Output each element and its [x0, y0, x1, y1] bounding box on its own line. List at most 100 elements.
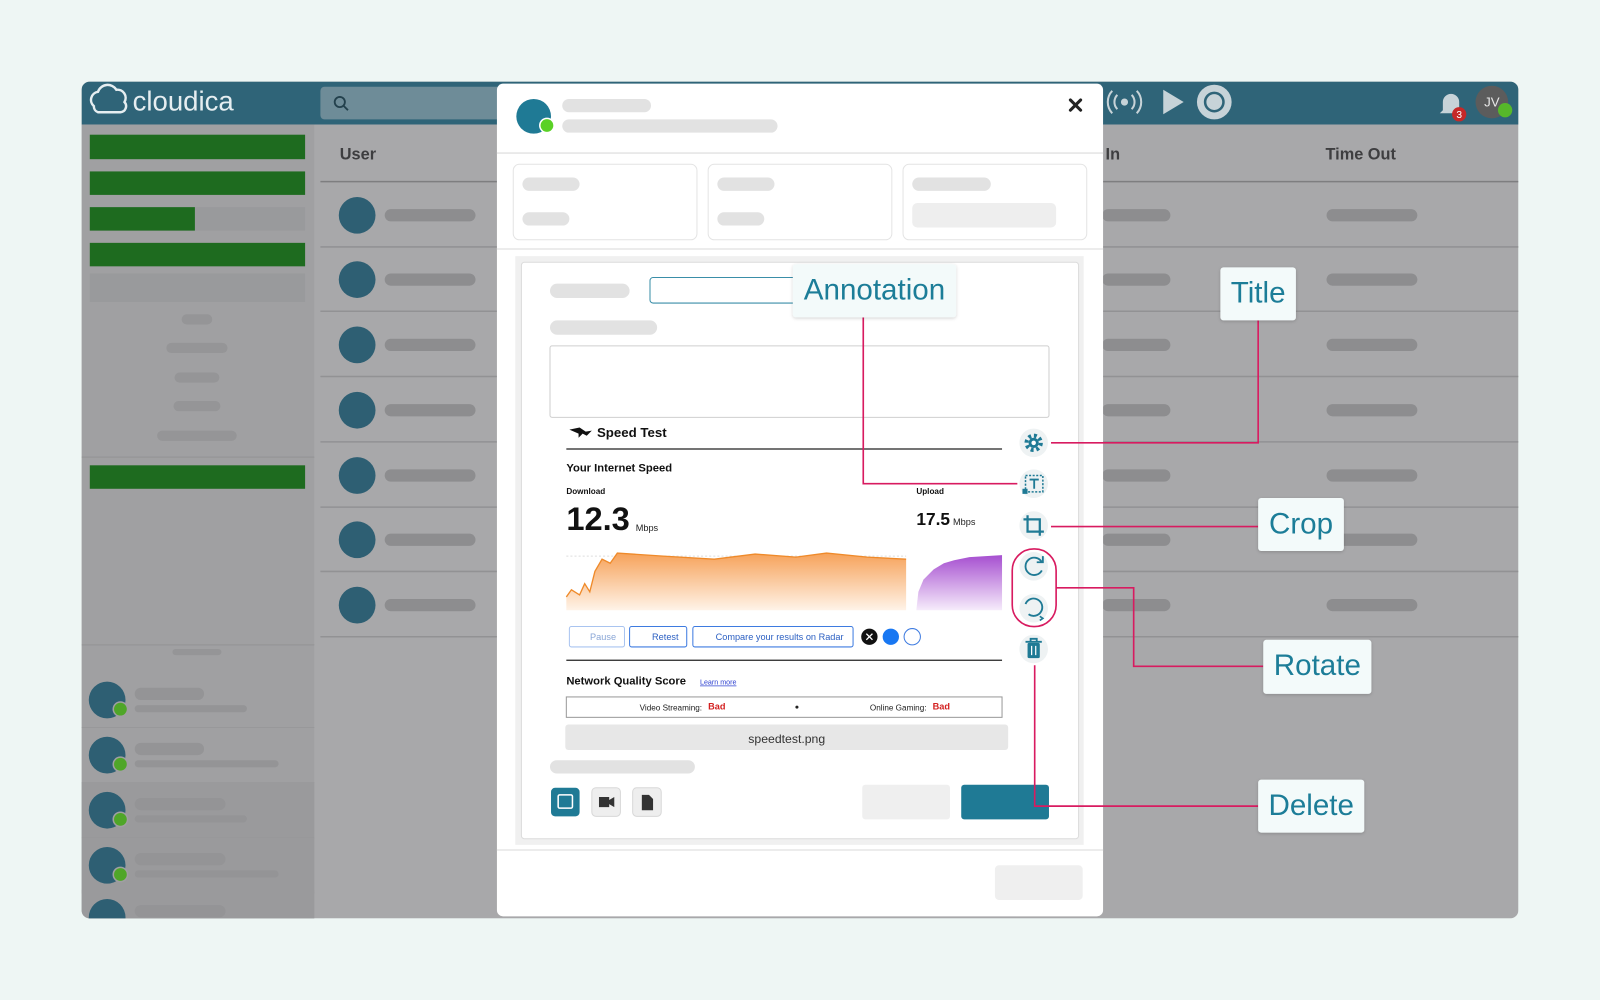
progress-bar [89, 134, 306, 160]
annotation-tool[interactable] [1019, 469, 1048, 498]
callout-leader [1051, 320, 1259, 444]
download-value: 12.3 [566, 500, 630, 537]
progress-bar [89, 171, 306, 195]
placeholder [550, 760, 695, 774]
placeholder [384, 273, 476, 286]
title-input[interactable] [649, 277, 807, 304]
placeholder [550, 283, 630, 298]
upload-label: Upload [916, 487, 944, 496]
file-name: speedtest.png [748, 732, 825, 746]
placeholder [384, 469, 476, 482]
row-avatar [338, 261, 376, 298]
placeholder [1102, 273, 1171, 286]
placeholder [134, 760, 279, 768]
speedtest-image: Speed Test Your Internet Speed Download … [565, 425, 1009, 750]
placeholder [134, 905, 226, 918]
placeholder [173, 401, 221, 412]
image-toolbar [1019, 428, 1048, 664]
placeholder [134, 687, 205, 700]
search-icon-handle [343, 105, 349, 111]
placeholder [1102, 598, 1171, 612]
row-avatar [338, 391, 376, 429]
download-result[interactable] [903, 628, 921, 646]
callout-box [1258, 779, 1365, 833]
online-dot [539, 117, 555, 134]
placeholder-block [89, 273, 306, 303]
share-facebook[interactable] [882, 628, 899, 645]
placeholder [1102, 338, 1171, 352]
summary-card [512, 163, 698, 241]
secondary-button[interactable] [862, 784, 950, 820]
row-avatar [338, 196, 376, 234]
broadcast-icon[interactable] [1106, 90, 1143, 114]
clock-icon [1203, 91, 1225, 113]
placeholder [1102, 404, 1171, 417]
placeholder [384, 338, 476, 352]
placeholder [174, 372, 220, 383]
image-icon [557, 794, 574, 809]
row-avatar [338, 326, 376, 364]
network-title: Network Quality Score [566, 676, 686, 688]
network-item-status: Bad [708, 702, 725, 712]
placeholder [134, 870, 279, 878]
callout-label: Delete [1268, 789, 1354, 822]
callout-leader [1033, 665, 1259, 807]
rotate-left-tool[interactable] [1019, 593, 1048, 623]
upload-unit: Mbps [953, 517, 976, 527]
description-input[interactable] [549, 345, 1050, 418]
network-item-label: Online Gaming: [870, 703, 927, 712]
placeholder [134, 853, 226, 866]
placeholder [522, 212, 570, 226]
upload-value: 17.5 [916, 509, 950, 529]
network-box [565, 696, 1003, 718]
logo-icon [89, 83, 128, 114]
table-header: Time Out [1326, 145, 1397, 163]
footer-button[interactable] [994, 865, 1083, 900]
compare-button[interactable] [692, 626, 854, 648]
search-box[interactable] [320, 86, 515, 120]
callout-label: Rotate [1274, 649, 1361, 682]
retest-button[interactable] [629, 626, 688, 648]
settings-tool[interactable] [1019, 428, 1048, 458]
clock-button[interactable] [1196, 84, 1232, 120]
image-attach-button[interactable] [551, 787, 580, 817]
delete-tool[interactable] [1019, 634, 1048, 664]
callout-label: Crop [1269, 507, 1333, 540]
crop-tool[interactable] [1019, 511, 1048, 540]
callout-leader [862, 317, 1018, 485]
learn-more-link[interactable]: Learn more [700, 679, 736, 687]
placeholder [134, 815, 247, 823]
close-button[interactable] [1068, 98, 1083, 112]
caption-bar [565, 724, 1009, 750]
download-chart [566, 553, 907, 611]
video-icon [598, 796, 615, 808]
pause-button[interactable] [568, 626, 625, 648]
callout-box [1220, 267, 1296, 321]
speedtest-title: Speed Test [597, 425, 667, 440]
placeholder [912, 177, 991, 191]
primary-button[interactable] [961, 784, 1049, 820]
notification-count: 3 [1456, 110, 1462, 121]
network-item-status: Bad [933, 702, 950, 712]
row-avatar [338, 586, 376, 624]
summary-card [902, 163, 1088, 241]
row-avatar [338, 521, 376, 559]
placeholder [1326, 209, 1418, 222]
speedtest-logo [569, 427, 592, 438]
placeholder [717, 177, 775, 191]
summary-card [707, 163, 893, 241]
placeholder [717, 212, 765, 226]
search-icon [333, 96, 346, 109]
callouts: Annotation Title Crop Rotate Delete [792, 264, 1372, 833]
placeholder [134, 797, 226, 811]
placeholder [550, 320, 658, 335]
logo[interactable]: cloudica [133, 85, 235, 116]
placeholder [134, 742, 205, 756]
rotate-right-tool[interactable] [1019, 552, 1048, 581]
callout-box [1258, 497, 1344, 552]
placeholder [1326, 469, 1418, 482]
play-icon[interactable] [1163, 89, 1184, 115]
